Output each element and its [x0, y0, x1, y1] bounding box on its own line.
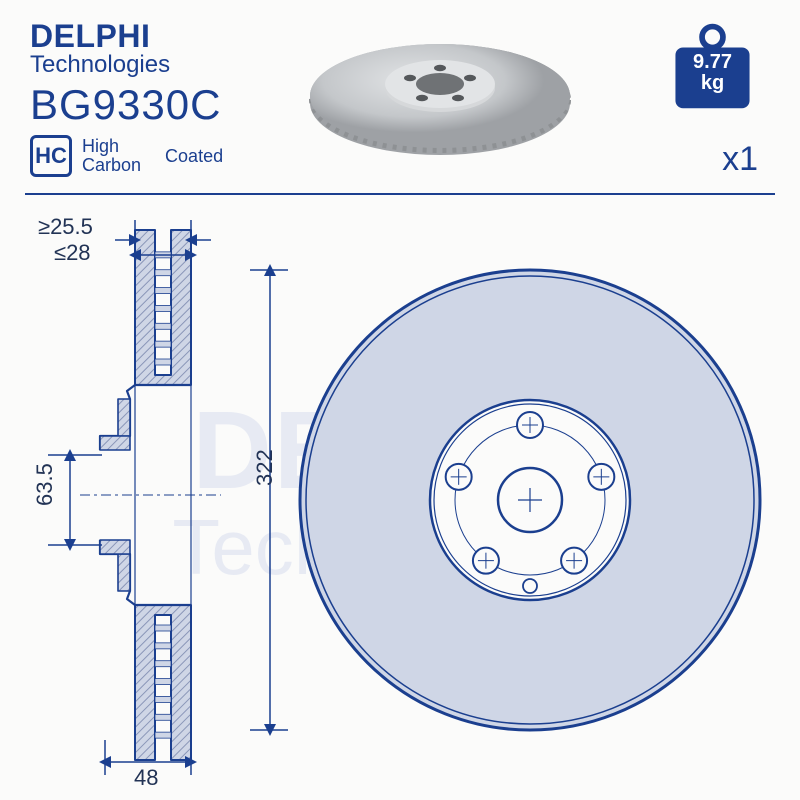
face-view	[300, 270, 760, 730]
product-photo	[290, 18, 590, 168]
hc-badge: HC	[30, 135, 72, 177]
label-min-thickness: ≥25.5	[38, 214, 93, 240]
part-number: BG9330C	[30, 81, 223, 129]
hc-label-1: High	[82, 137, 141, 156]
label-bore: 63.5	[32, 463, 58, 506]
section-view	[80, 230, 221, 760]
coated-label: Coated	[165, 146, 223, 167]
hc-label: High Carbon	[82, 137, 141, 175]
hc-label-2: Carbon	[82, 156, 141, 175]
brand-name: DELPHI	[30, 18, 223, 55]
technical-drawing	[0, 200, 800, 780]
dim-diameter	[250, 270, 288, 730]
header: DELPHI Technologies BG9330C HC High Carb…	[0, 0, 800, 185]
label-diameter: 322	[252, 449, 278, 486]
divider	[25, 193, 775, 195]
quantity: x1	[722, 140, 758, 179]
weight-value: 9.77	[693, 51, 732, 73]
hc-row: HC High Carbon Coated	[30, 135, 223, 177]
weight-unit: kg	[701, 72, 724, 94]
label-offset: 48	[134, 765, 158, 791]
diagram-area: DELPHI Technologies	[0, 200, 800, 780]
brand-block: DELPHI Technologies BG9330C HC High Carb…	[30, 18, 223, 177]
weight-text: 9.77 kg	[665, 52, 760, 94]
dim-thickness	[115, 220, 211, 262]
weight-badge: 9.77 kg	[665, 18, 760, 113]
label-thickness: ≤28	[54, 240, 91, 266]
brand-sub: Technologies	[30, 51, 223, 79]
